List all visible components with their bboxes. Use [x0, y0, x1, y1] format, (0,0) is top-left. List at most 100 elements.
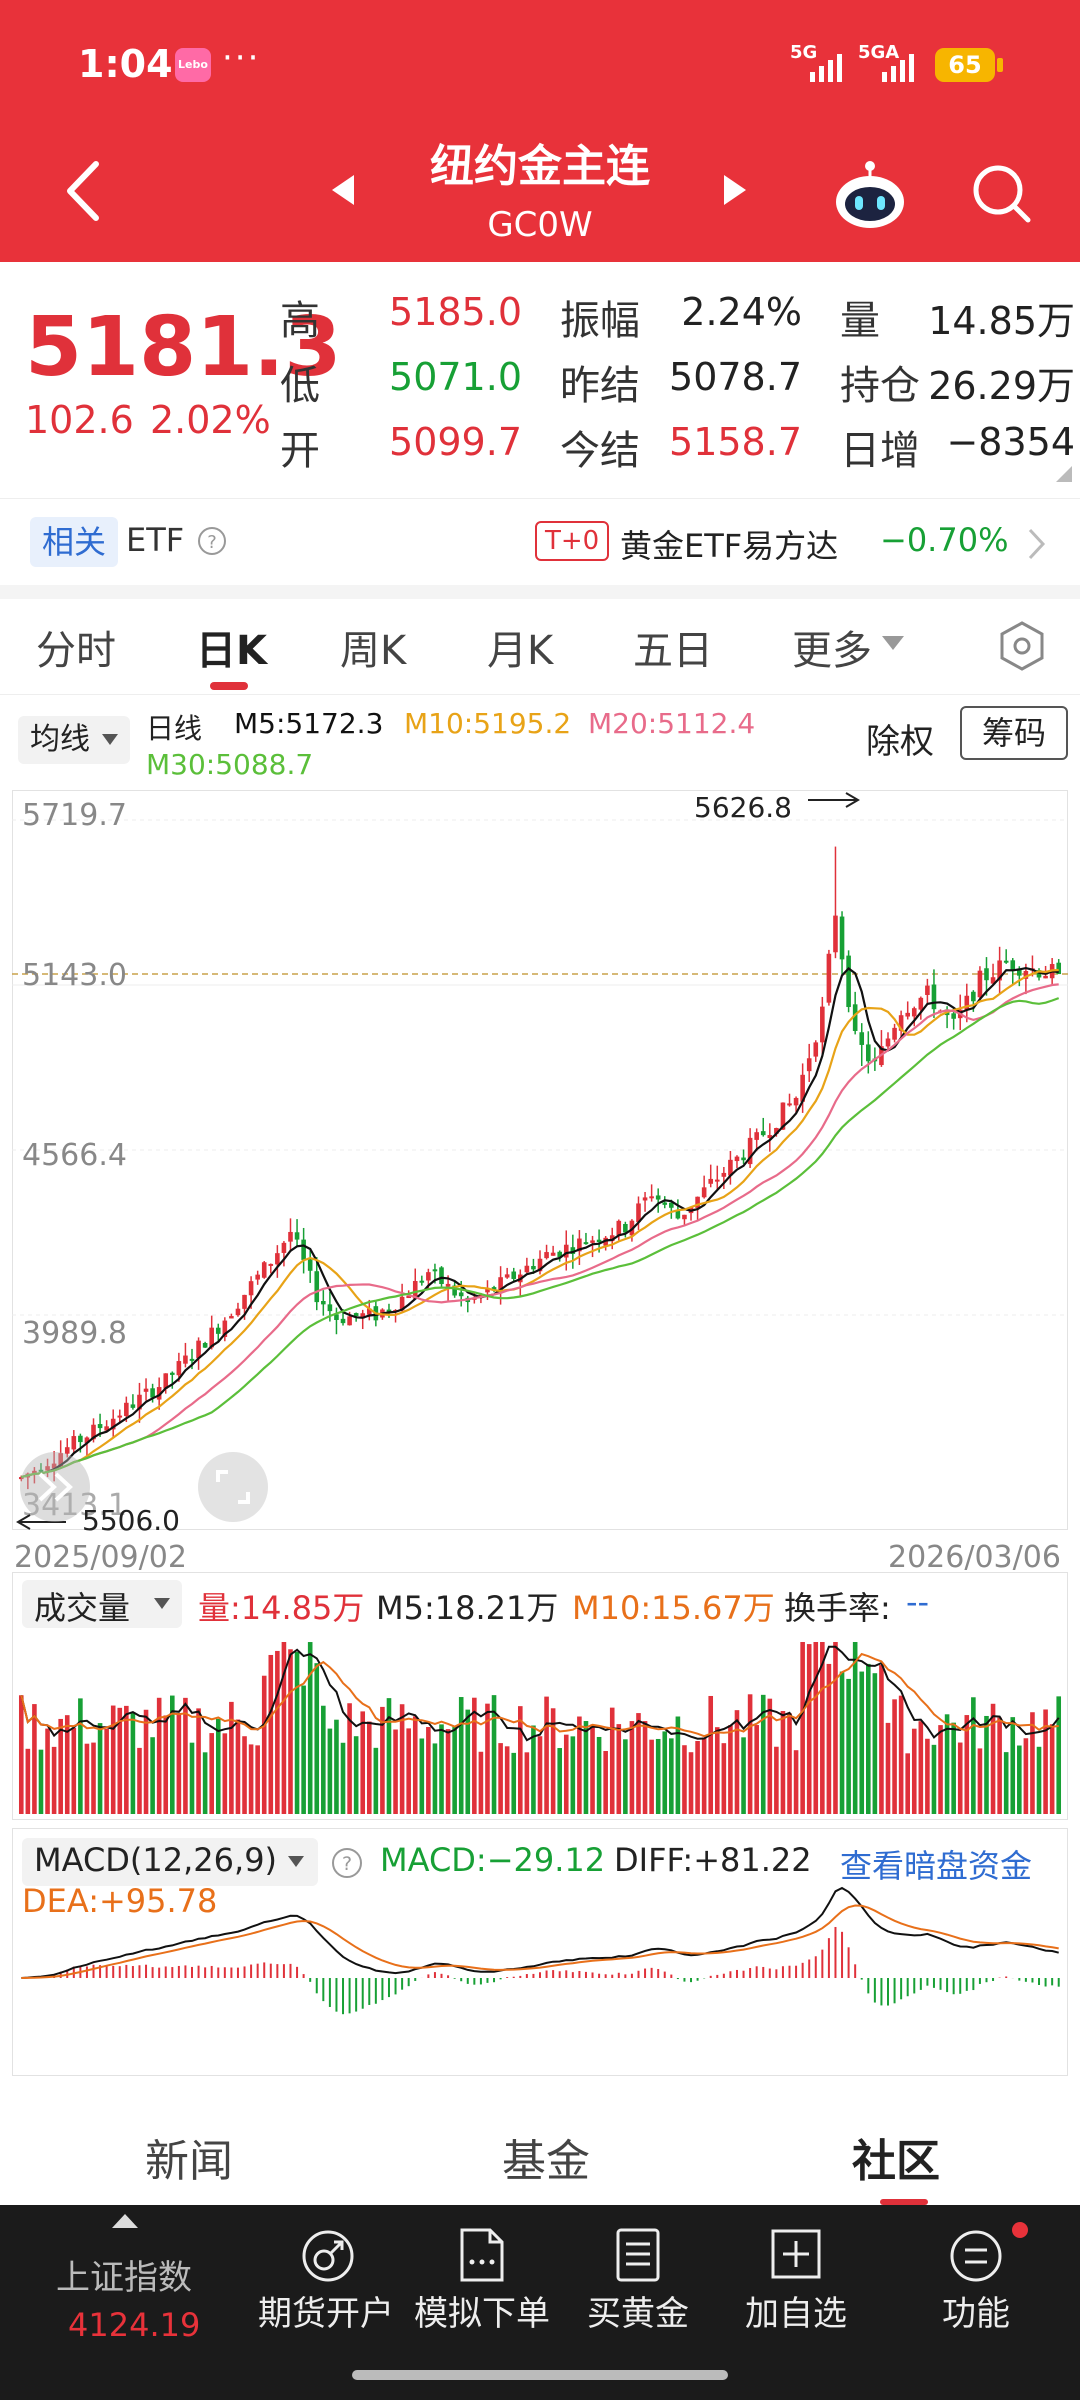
- prev-settle-value: 5078.7: [669, 355, 802, 399]
- tab-weekly-k[interactable]: 周K: [340, 628, 407, 674]
- candle-body: [550, 1252, 556, 1256]
- index-name[interactable]: 上证指数: [56, 2258, 192, 2298]
- robot-assistant-icon[interactable]: [832, 158, 908, 230]
- volume-bar: [366, 1721, 372, 1814]
- indicator-select-label: 均线: [30, 722, 90, 757]
- candle-body: [544, 1252, 549, 1259]
- next-contract-icon[interactable]: [722, 173, 748, 207]
- futures-account-icon[interactable]: [300, 2228, 356, 2284]
- tab-news[interactable]: 新闻: [145, 2136, 233, 2187]
- candle-body: [806, 1058, 812, 1072]
- volume-chart[interactable]: [12, 1572, 1068, 1820]
- add-watchlist-label[interactable]: 加自选: [745, 2294, 847, 2334]
- candle-body: [524, 1265, 530, 1273]
- tab-intraday[interactable]: 分时: [36, 628, 116, 674]
- candle-body: [137, 1394, 142, 1410]
- volume-bar: [1030, 1712, 1035, 1814]
- volume-bar: [229, 1701, 234, 1814]
- tab-daily-k[interactable]: 日K: [196, 628, 267, 674]
- volume-bar: [25, 1748, 31, 1814]
- volume-bar: [124, 1705, 129, 1814]
- tab-community[interactable]: 社区: [852, 2136, 940, 2187]
- etf-label: ETF: [126, 521, 185, 559]
- candle-body: [734, 1156, 740, 1162]
- candle-body: [366, 1308, 372, 1315]
- volume-bar: [71, 1727, 77, 1814]
- simulated-order-label[interactable]: 模拟下单: [414, 2294, 550, 2334]
- tab-more[interactable]: 更多: [792, 628, 872, 674]
- candle-body: [353, 1313, 359, 1317]
- fullscreen-button[interactable]: [198, 1452, 268, 1522]
- macd-chart-frame: [12, 1828, 1068, 2076]
- volume-bar: [938, 1725, 943, 1814]
- candle-body: [951, 1013, 956, 1019]
- volume-bar: [964, 1715, 970, 1814]
- volume-bar: [373, 1747, 379, 1814]
- volume-bar: [623, 1739, 628, 1814]
- candle-body: [846, 955, 851, 1008]
- candle-body: [682, 1214, 687, 1220]
- tab-five-day[interactable]: 五日: [633, 628, 713, 674]
- related-etf-row[interactable]: 相关 ETF ? T+0 黄金ETF易方达 −0.70%: [0, 498, 1080, 584]
- macd-help-icon[interactable]: ?: [330, 1846, 364, 1880]
- volume-bar: [45, 1728, 50, 1814]
- candle-body: [583, 1242, 589, 1245]
- volume-indicator-select[interactable]: [22, 1580, 182, 1628]
- candle-body: [281, 1242, 287, 1253]
- volume-bar: [78, 1698, 83, 1814]
- candle-body: [721, 1172, 727, 1177]
- expand-corner-icon[interactable]: [1056, 466, 1072, 482]
- buy-gold-icon[interactable]: [612, 2226, 664, 2284]
- ma10-value: M10:5195.2: [404, 707, 572, 740]
- chips-button[interactable]: 筹码: [960, 706, 1068, 760]
- dark-pool-link[interactable]: 查看暗盘资金: [840, 1847, 1033, 1885]
- y-tick-3: 3989.8: [22, 1316, 127, 1351]
- functions-label[interactable]: 功能: [942, 2294, 1010, 2334]
- ex-right-button[interactable]: 除权: [866, 722, 934, 762]
- candle-body: [275, 1253, 280, 1265]
- back-icon[interactable]: [62, 160, 102, 222]
- add-watchlist-icon[interactable]: [770, 2228, 822, 2280]
- macd-chart[interactable]: [12, 1828, 1068, 2076]
- volume-bar: [380, 1706, 385, 1814]
- search-icon[interactable]: [970, 162, 1032, 224]
- volume-bar: [130, 1712, 136, 1814]
- candle-body: [196, 1340, 201, 1359]
- volume-bar: [452, 1725, 457, 1814]
- candle-body: [767, 1135, 773, 1139]
- volume-bar: [432, 1743, 438, 1814]
- kline-chart[interactable]: [12, 790, 1068, 1530]
- etf-name: 黄金ETF易方达: [620, 527, 839, 565]
- candle-body: [655, 1195, 661, 1200]
- tab-monthly-k[interactable]: 月K: [487, 628, 554, 674]
- futures-account-label[interactable]: 期货开户: [258, 2294, 394, 2334]
- simulated-order-icon[interactable]: [456, 2226, 508, 2284]
- home-indicator[interactable]: [352, 2370, 728, 2380]
- candle-body: [439, 1267, 444, 1285]
- functions-menu-icon[interactable]: [948, 2228, 1004, 2284]
- candle-body: [235, 1308, 241, 1316]
- chevron-down-icon: [882, 636, 904, 650]
- tab-funds[interactable]: 基金: [502, 2136, 590, 2187]
- content-tabs: [0, 2095, 1080, 2205]
- candle-body: [708, 1178, 714, 1184]
- macd-indicator-select[interactable]: [22, 1838, 318, 1886]
- help-icon[interactable]: ?: [196, 525, 228, 557]
- candle-body: [557, 1251, 562, 1258]
- volume-bar: [275, 1650, 280, 1814]
- volume-bar: [951, 1722, 956, 1814]
- volume-bar: [557, 1748, 562, 1814]
- prev-contract-icon[interactable]: [330, 173, 356, 207]
- settings-hexagon-icon[interactable]: [996, 620, 1048, 672]
- indicator-select[interactable]: 均线: [18, 716, 130, 764]
- volume-bar: [563, 1734, 569, 1814]
- volume-bar: [163, 1715, 169, 1814]
- index-up-arrow-icon: [112, 2214, 138, 2228]
- candle-body: [124, 1402, 129, 1417]
- volume-bar: [544, 1696, 549, 1814]
- daily-change-label: 日增: [840, 428, 920, 474]
- volume-bar: [550, 1708, 556, 1814]
- svg-text:?: ?: [342, 1853, 352, 1875]
- buy-gold-label[interactable]: 买黄金: [587, 2294, 689, 2334]
- volume-bar: [399, 1704, 405, 1814]
